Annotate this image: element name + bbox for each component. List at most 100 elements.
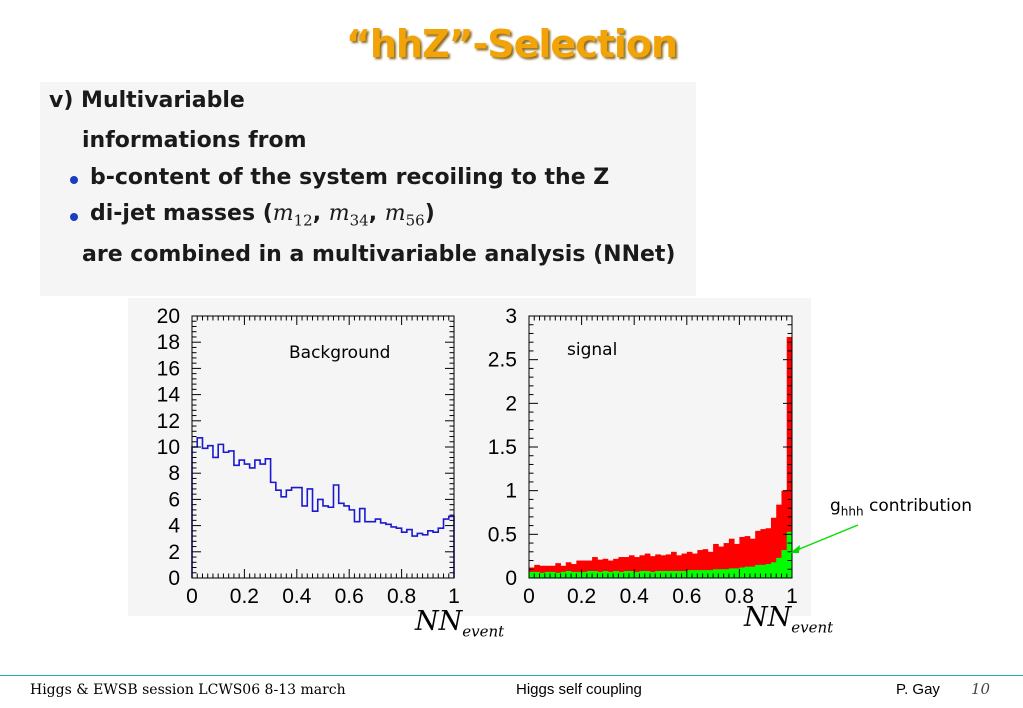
hist-bar <box>639 571 646 578</box>
hist-bar <box>660 555 667 578</box>
y-tick-label: 4 <box>168 515 180 538</box>
hist-bar <box>686 570 693 578</box>
y-tick-label: 18 <box>157 331 180 354</box>
hist-bar <box>602 571 609 578</box>
x-tick-label: 1 <box>786 585 798 608</box>
hist-bar <box>718 569 725 578</box>
hist-bar <box>734 543 740 578</box>
hist-bar <box>576 571 582 578</box>
hist-bar <box>602 558 609 578</box>
hist-bar <box>760 529 767 578</box>
hist-bar <box>665 554 672 578</box>
x-tick-label: 0.8 <box>387 585 416 608</box>
hist-bar <box>765 528 772 578</box>
hist-bar <box>586 560 593 578</box>
text-line-5: are combined in a multivariable analysis… <box>82 242 676 267</box>
hist-bar <box>634 571 640 578</box>
x-tick-label: 0.4 <box>620 585 650 608</box>
hist-bar <box>628 555 635 578</box>
hist-bar <box>539 565 546 578</box>
hist-bar <box>555 572 561 578</box>
hist-bar <box>786 336 793 578</box>
hist-bar <box>676 571 682 578</box>
callout-arrow-line <box>796 524 859 551</box>
hist-bar <box>697 570 703 578</box>
y-tick-label: 0 <box>168 567 180 590</box>
y-tick-label: 2 <box>505 392 517 415</box>
hist-bar <box>618 557 625 578</box>
math-m12: m12 <box>272 201 313 230</box>
hist-bar <box>607 571 614 578</box>
hist-bar <box>649 556 656 578</box>
hist-bar <box>592 571 598 578</box>
math-m34: m34 <box>328 201 369 230</box>
bullet-item-dijet-masses: di-jet masses (m12, m34, m56) <box>90 201 435 230</box>
hist-bar <box>607 560 614 578</box>
x-tick-label: 0 <box>523 585 535 608</box>
footer-divider <box>0 675 1023 676</box>
hist-bar <box>581 560 588 578</box>
hist-bar <box>529 571 535 578</box>
hist-bar <box>770 562 777 578</box>
hist-bar <box>707 570 714 578</box>
y-tick-label: 2 <box>168 541 180 564</box>
hist-bar <box>781 550 788 578</box>
y-tick-label: 3 <box>505 305 517 328</box>
hist-bar <box>770 517 777 578</box>
hist-bar <box>749 566 756 578</box>
hist-bar <box>644 571 651 578</box>
bullet-dot-icon <box>70 213 78 221</box>
hist-bar <box>565 562 572 578</box>
hist-bar <box>655 554 661 578</box>
hist-bar <box>702 570 709 578</box>
y-tick-label: 12 <box>157 410 180 433</box>
text-box: v) Multivariable informations from b-con… <box>40 82 696 296</box>
x-tick-label: 0.2 <box>567 585 596 608</box>
signal-x-axis-label: NNevent <box>744 602 834 637</box>
y-tick-label: 8 <box>168 462 180 485</box>
hist-bar <box>692 570 698 578</box>
hist-bar <box>665 571 672 578</box>
background-x-axis-label: NNevent <box>415 606 505 641</box>
text-line-2: informations from <box>82 128 307 153</box>
x-tick-label: 0.2 <box>230 585 259 608</box>
hist-bar <box>534 564 540 578</box>
hist-bar <box>692 553 698 578</box>
hist-bar <box>723 543 730 578</box>
hist-bar <box>786 531 793 578</box>
hist-bar <box>623 571 630 578</box>
hist-bar <box>776 504 782 578</box>
hist-bar <box>613 558 619 578</box>
hist-bar <box>618 571 625 578</box>
hist-bar <box>718 546 725 578</box>
hist-bar <box>550 571 556 578</box>
hist-bar <box>597 559 604 578</box>
y-tick-label: 20 <box>157 305 180 328</box>
hist-bar <box>707 551 714 578</box>
hist-bar <box>728 568 735 578</box>
hist-bar <box>739 536 746 578</box>
hist-bar <box>597 571 604 578</box>
hist-bar <box>697 550 703 578</box>
y-tick-label: 16 <box>157 357 180 380</box>
x-tick-label: 0.6 <box>335 585 364 608</box>
hist-bar <box>681 571 688 578</box>
y-tick-label: 1 <box>505 480 517 503</box>
hist-bar <box>555 563 561 578</box>
hist-bar <box>581 571 588 578</box>
hist-bar <box>539 572 546 578</box>
x-tick-label: 0 <box>186 585 198 608</box>
hist-bar <box>649 571 656 578</box>
hist-bar <box>734 568 740 578</box>
hist-bar <box>702 549 709 578</box>
signal-annotation: signal <box>567 340 618 360</box>
y-tick-label: 0.5 <box>488 523 517 546</box>
footer-author: P. Gay <box>896 681 940 698</box>
callout-arrowhead-icon <box>790 545 800 553</box>
footer-page-number: 10 <box>971 680 991 698</box>
hist-bar <box>576 560 582 578</box>
hist-bar <box>765 564 772 578</box>
y-tick-label: 6 <box>168 488 180 511</box>
